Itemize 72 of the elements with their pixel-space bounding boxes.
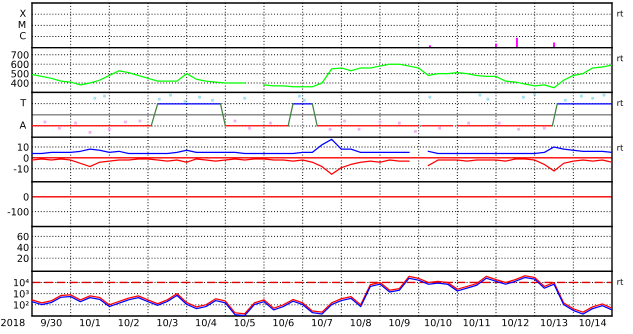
x-tick-label: 10/5 [234, 318, 255, 328]
y-tick-label: -100 [8, 208, 29, 216]
point [234, 120, 236, 122]
point [498, 122, 501, 124]
point [522, 96, 525, 99]
point [124, 120, 127, 124]
text: C [20, 32, 26, 40]
x-tick-label: 10/12 [502, 318, 528, 328]
y-tick-label: -10 [14, 165, 29, 173]
text: A [20, 122, 26, 129]
point [438, 126, 441, 130]
text: rt [617, 55, 624, 62]
x-tick-label: 9/30 [41, 318, 62, 328]
point [169, 94, 172, 97]
point [398, 122, 401, 124]
y-tick-label: 0 [24, 193, 29, 201]
x-axis-title: 2018 [1, 318, 25, 326]
point [74, 122, 77, 124]
point [428, 96, 432, 99]
x-tick-label: 10/7 [312, 318, 332, 328]
point [478, 94, 482, 97]
x-tick-label: 10/3 [157, 318, 178, 328]
point [58, 126, 61, 130]
point [358, 128, 360, 131]
point [328, 128, 332, 131]
point [414, 130, 417, 133]
point [138, 120, 142, 122]
y-tick-label: 10³ [14, 290, 29, 298]
point [343, 120, 346, 122]
y-tick-label: 20 [18, 254, 29, 262]
text: rt [617, 100, 624, 106]
point [103, 94, 106, 98]
y-tick-label: 10 [18, 143, 29, 151]
point [211, 98, 214, 102]
text: X [20, 10, 26, 17]
y-tick-label: 700 [11, 51, 29, 59]
point [467, 122, 470, 124]
x-tick-label: 10/14 [580, 318, 606, 328]
y-tick-label: 60 [18, 232, 29, 240]
y-tick-label: 40 [17, 244, 29, 252]
y-tick-label: 10² [14, 301, 29, 309]
point [269, 122, 272, 124]
text: T [20, 99, 26, 106]
y-tick-label: 0 [24, 154, 29, 162]
x-tick-label: 10/1 [80, 318, 100, 328]
point [184, 100, 186, 103]
x-tick-label: 10/13 [541, 318, 568, 328]
point [378, 120, 382, 124]
text: rt [617, 278, 624, 285]
text: M [18, 20, 26, 28]
point [580, 94, 583, 98]
point [44, 120, 46, 124]
x-tick-label: 10/8 [350, 318, 371, 328]
text: rt [617, 10, 624, 16]
y-tick-label: 400 [11, 79, 29, 87]
point [298, 94, 301, 98]
point [88, 130, 92, 134]
point [602, 94, 606, 97]
x-tick-label: 10/9 [389, 318, 410, 328]
x-tick-label: 10/11 [464, 318, 490, 328]
x-tick-label: 10/4 [196, 318, 216, 328]
x-tick-label: 10/6 [273, 318, 294, 328]
point [198, 96, 201, 99]
y-tick-label: 600 [11, 60, 29, 68]
x-tick-label: 10/10 [425, 318, 452, 328]
y-tick-label: 10⁴ [14, 278, 29, 286]
text: rt [617, 144, 624, 151]
x-tick-label: 10/2 [118, 318, 139, 328]
point [486, 98, 490, 101]
point [248, 126, 251, 130]
point [517, 128, 520, 131]
y-tick-label: 500 [11, 70, 29, 78]
